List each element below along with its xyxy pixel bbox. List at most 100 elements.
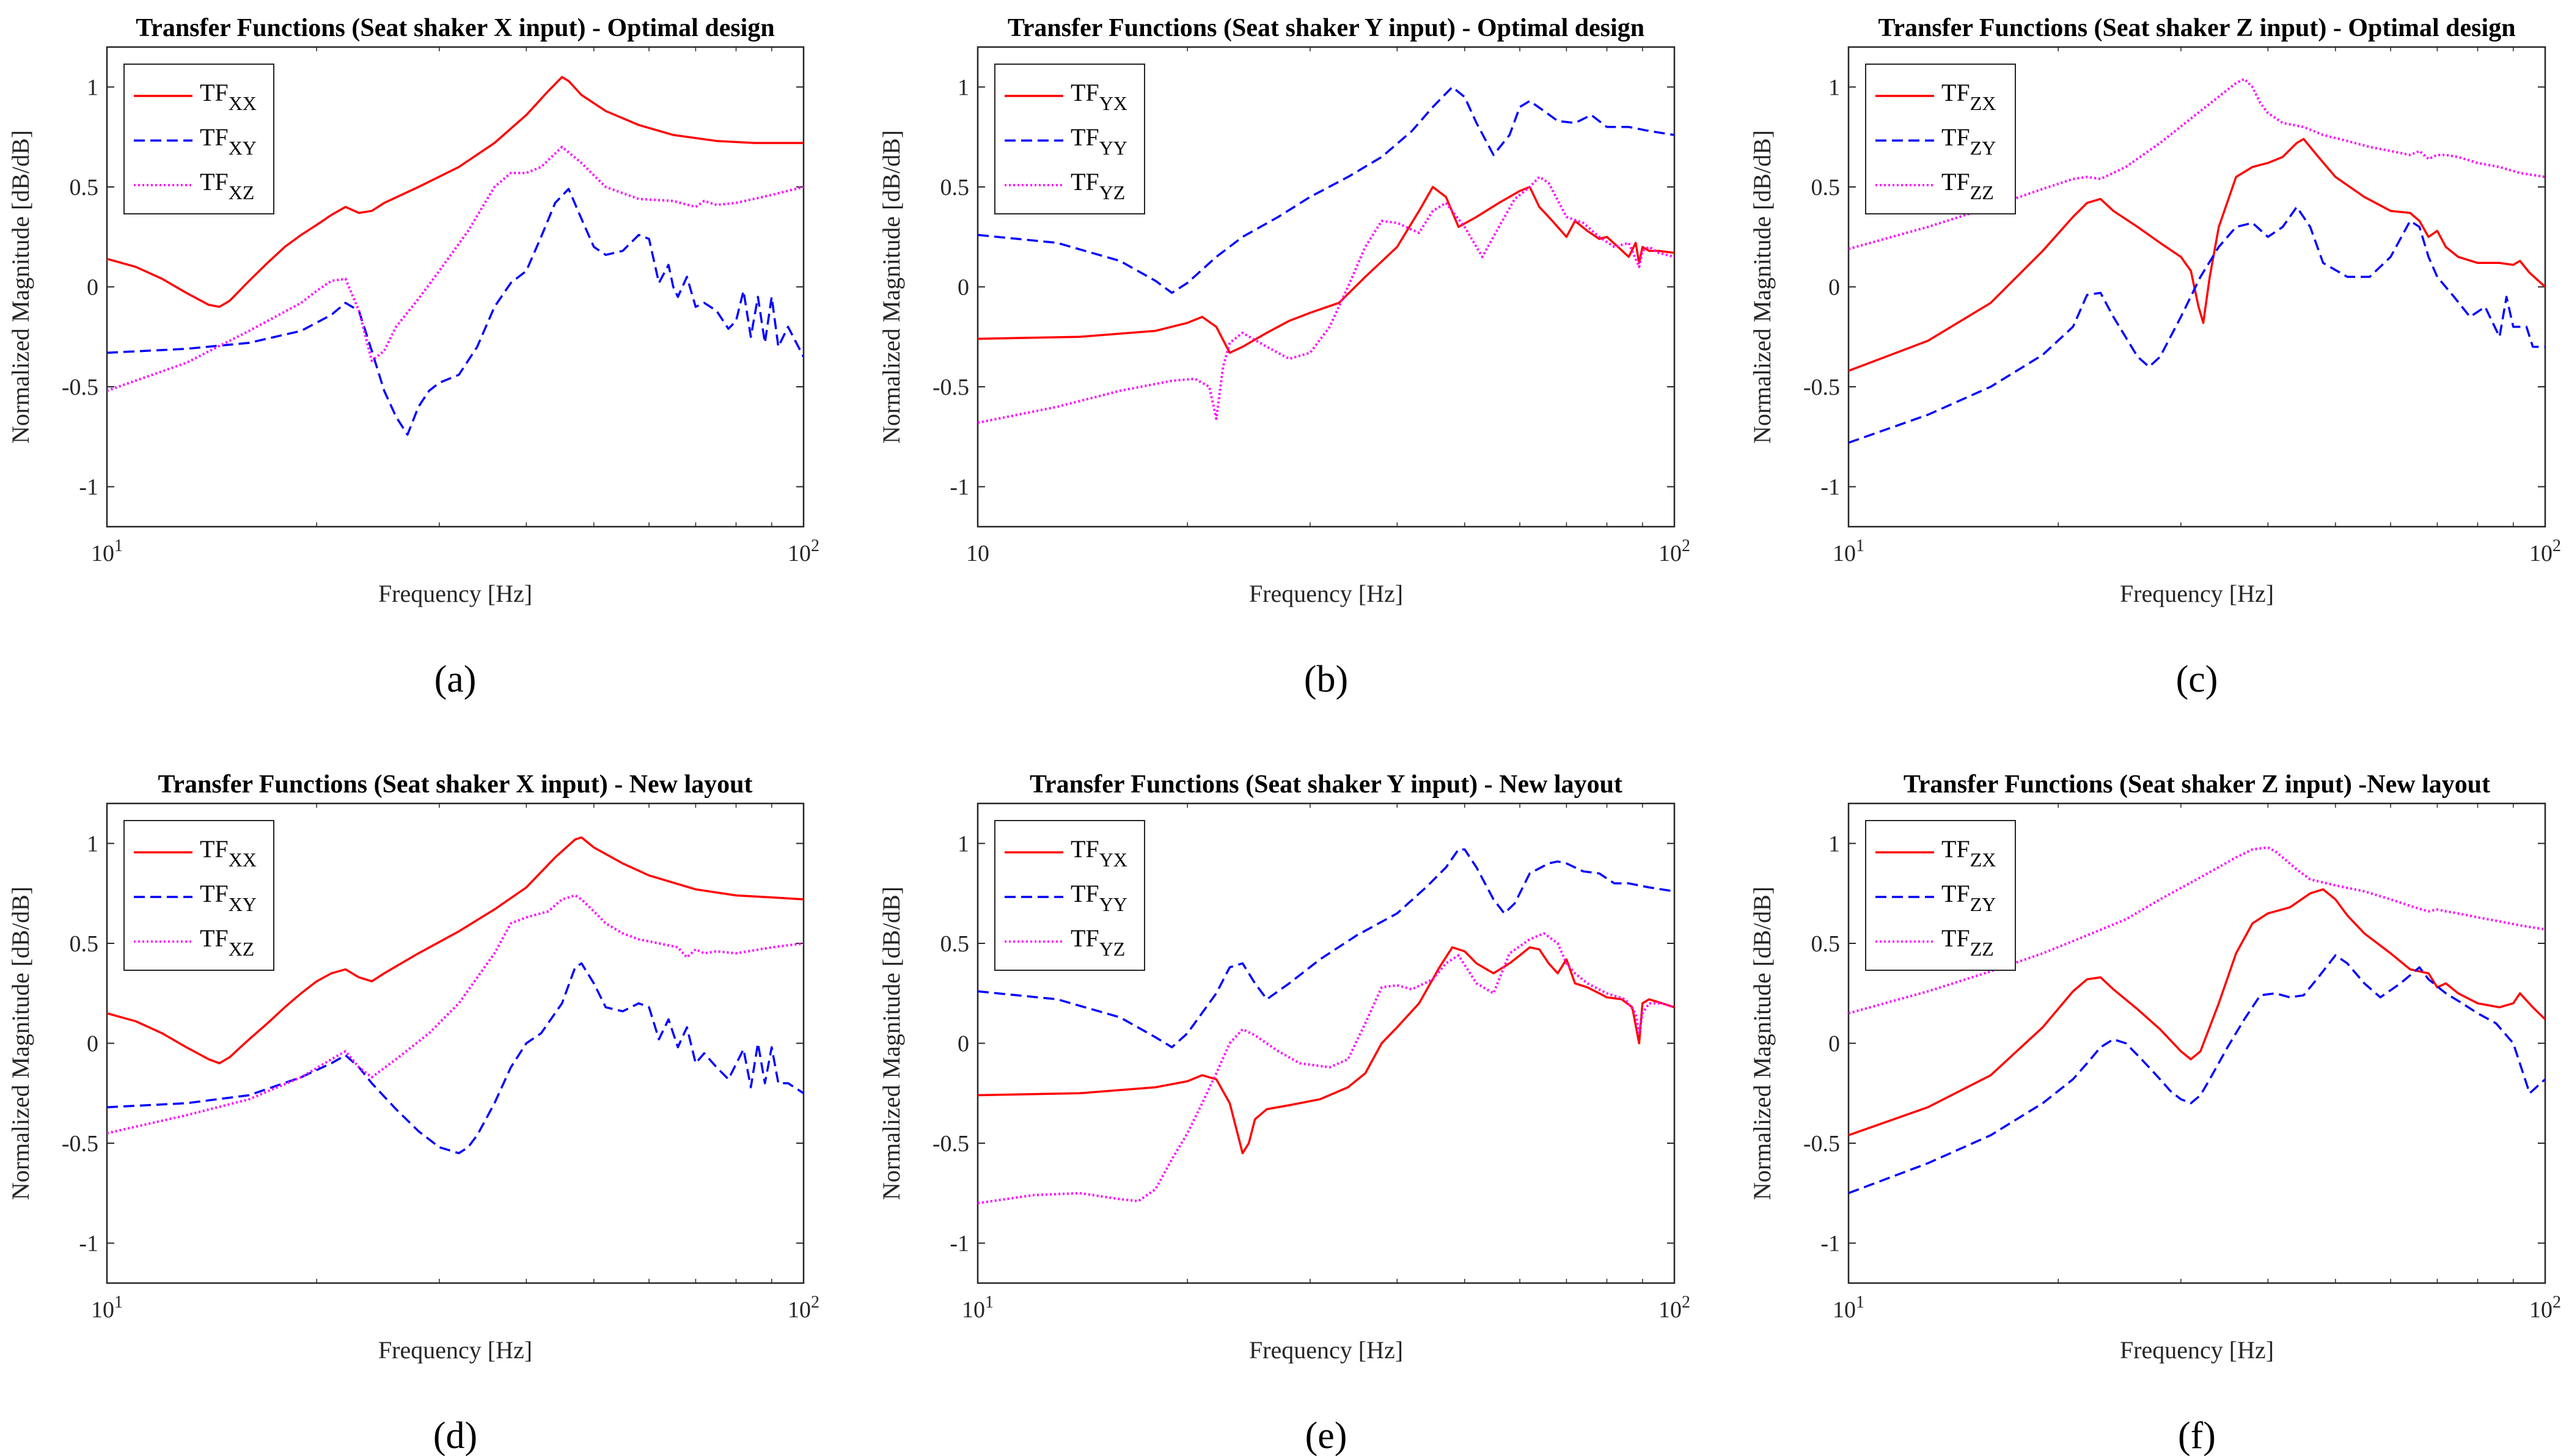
chart-title: Transfer Functions (Seat shaker X input)…: [158, 770, 752, 799]
x-tick-label: 102: [1658, 536, 1690, 566]
legend-label-zz: TFZZ: [1941, 168, 1994, 203]
legend-box: [1865, 820, 2016, 971]
x-tick-label: 102: [788, 536, 819, 566]
y-tick-label: -0.5: [933, 1131, 969, 1157]
y-tick-label: -0.5: [1803, 375, 1840, 400]
y-tick-label: 1: [1828, 831, 1840, 857]
x-tick-label: 102: [2529, 1293, 2561, 1323]
series-line-tf-zz: [1849, 78, 2545, 251]
y-tick-label: 0: [958, 1031, 969, 1057]
y-tick-label: -1: [1820, 475, 1840, 500]
legend-label-xz: TFXZ: [200, 168, 254, 203]
y-tick-label: 0.5: [940, 931, 970, 957]
legend-label-yz: TFYZ: [1071, 924, 1125, 960]
chart-title: Transfer Functions (Seat shaker Z input)…: [1904, 770, 2490, 799]
y-tick-label: -0.5: [62, 375, 98, 400]
y-axis-label: Normalized Magnitude [dB/dB]: [7, 887, 34, 1200]
series-line-tf-zx: [1849, 137, 2545, 372]
x-tick-label: 101: [1833, 1293, 1864, 1323]
series-line-tf-yz: [978, 175, 1674, 424]
x-tick-label: 102: [2529, 536, 2561, 566]
y-tick-label: 1: [87, 75, 98, 100]
series-line-tf-xx: [107, 836, 804, 1064]
panel-label: (a): [434, 659, 477, 700]
y-tick-label: 1: [1828, 75, 1840, 100]
y-tick-label: 0: [958, 275, 969, 301]
y-tick-label: -0.5: [62, 1131, 98, 1157]
chart-panel-a: -1 -0.5 0 0.5 1 101 102 TFXX TFXY TFXZ Transfer Fu…: [7, 14, 819, 700]
legend-label-zz: TFZZ: [1941, 924, 1994, 960]
chart-panel-b: -1 -0.5 0 0.5 1 10 102 TFYX TFYY TFYZ Transfer Fun…: [878, 14, 1690, 700]
legend-label-zy: TFZY: [1941, 123, 1996, 159]
y-tick-label: -0.5: [1803, 1131, 1840, 1157]
x-tick-label: 101: [1833, 536, 1864, 566]
chart-panel-d: -1 -0.5 0 0.5 1 101 102 TFXX TFXY TFXZ Transfer Fu…: [7, 770, 819, 1456]
chart-title: Transfer Functions (Seat shaker X input)…: [136, 14, 774, 42]
series-line-tf-yx: [978, 946, 1674, 1155]
chart-title: Transfer Functions (Seat shaker Y input)…: [1030, 770, 1622, 799]
y-axis-label: Normalized Magnitude [dB/dB]: [7, 130, 34, 444]
legend-box: [994, 64, 1145, 214]
series-line-tf-yz: [978, 932, 1674, 1205]
y-tick-label: -1: [79, 475, 98, 500]
panel-label: (f): [2178, 1415, 2216, 1456]
legend-label-yz: TFYZ: [1071, 168, 1125, 203]
x-tick-label: 101: [962, 1293, 994, 1323]
x-axis-label: Frequency [Hz]: [378, 1336, 532, 1364]
x-tick-label: 10: [966, 541, 989, 566]
panel-label: (e): [1305, 1415, 1347, 1456]
x-axis-label: Frequency [Hz]: [1249, 1336, 1403, 1364]
y-axis-label: Normalized Magnitude [dB/dB]: [878, 887, 905, 1200]
chart-panel-f: -1 -0.5 0 0.5 1 101 102 TFZX TFZY TFZZ Transfer Fu…: [1748, 770, 2561, 1456]
series-line-tf-zy: [1849, 205, 2545, 444]
series-line-tf-yx: [978, 186, 1674, 354]
legend-box: [1865, 64, 2016, 214]
legend-label-yy: TFYY: [1071, 880, 1127, 915]
legend-box: [123, 820, 274, 971]
chart-title: Transfer Functions (Seat shaker Z input)…: [1878, 14, 2515, 42]
legend-label-yy: TFYY: [1071, 123, 1127, 159]
legend-label-xy: TFXY: [200, 123, 257, 159]
x-axis-label: Frequency [Hz]: [1249, 580, 1403, 607]
y-tick-label: 0.5: [940, 175, 970, 200]
legend-label-xx: TFXX: [200, 79, 257, 114]
series-line-tf-zx: [1849, 888, 2545, 1136]
y-tick-label: 0.5: [70, 175, 99, 200]
series-line-tf-zy: [1849, 954, 2545, 1194]
x-tick-label: 101: [91, 1293, 123, 1323]
series-line-tf-xz: [107, 894, 804, 1135]
series-line-tf-xy: [107, 188, 804, 436]
y-tick-label: 0: [1828, 1031, 1840, 1057]
legend-label-yx: TFYX: [1071, 835, 1127, 871]
series-line-tf-xz: [107, 145, 804, 392]
legend-label-zx: TFZX: [1941, 835, 1996, 871]
y-tick-label: 0: [87, 1031, 98, 1057]
y-tick-label: 0.5: [70, 931, 99, 957]
chart-title: Transfer Functions (Seat shaker Y input)…: [1008, 14, 1644, 42]
y-tick-label: -1: [79, 1231, 98, 1257]
legend-label-xx: TFXX: [200, 835, 257, 871]
x-axis-label: Frequency [Hz]: [2120, 1336, 2274, 1364]
y-tick-label: -1: [1820, 1231, 1840, 1257]
y-tick-label: 1: [958, 75, 969, 100]
legend-box: [994, 820, 1145, 971]
series-line-tf-yy: [978, 86, 1674, 294]
x-tick-label: 102: [788, 1293, 819, 1323]
x-tick-label: 102: [1658, 1293, 1690, 1323]
x-axis-label: Frequency [Hz]: [2120, 580, 2274, 607]
series-line-tf-xy: [107, 962, 804, 1155]
panel-label: (d): [433, 1415, 477, 1456]
legend-label-yx: TFYX: [1071, 79, 1127, 114]
y-tick-label: -1: [950, 475, 969, 500]
y-tick-label: 0.5: [1811, 931, 1841, 957]
y-tick-label: 0.5: [1811, 175, 1841, 200]
y-axis-label: Normalized Magnitude [dB/dB]: [1748, 130, 1776, 444]
y-tick-label: 1: [958, 831, 969, 857]
y-tick-label: -1: [950, 1231, 969, 1257]
panel-label: (c): [2176, 659, 2218, 700]
legend-label-zx: TFZX: [1941, 79, 1996, 114]
series-line-tf-zz: [1849, 846, 2545, 1015]
legend-label-zy: TFZY: [1941, 880, 1996, 915]
legend-label-xy: TFXY: [200, 880, 257, 915]
